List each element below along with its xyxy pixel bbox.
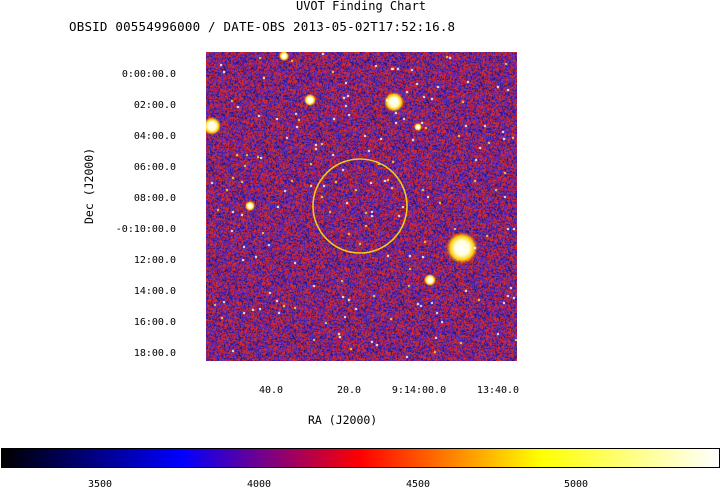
dec-tick: 02:00.0 xyxy=(133,100,176,111)
dec-tick: 16:00.0 xyxy=(133,317,176,328)
colorbar xyxy=(1,448,720,468)
ra-tick: 13:40.0 xyxy=(476,385,520,396)
colorbar-tick: 5000 xyxy=(563,479,589,490)
dec-tick: 08:00.0 xyxy=(133,193,176,204)
ra-tick: 20.0 xyxy=(336,385,362,396)
ra-tick: 9:14:00.0 xyxy=(391,385,447,396)
dec-tick: -0:10:00.0 xyxy=(115,224,176,235)
colorbar-tick: 3500 xyxy=(87,479,113,490)
ra-axis-label: RA (J2000) xyxy=(308,413,378,427)
dec-tick: 0:00:00.0 xyxy=(121,69,176,80)
dec-axis-label: Dec (J2000) xyxy=(82,147,96,224)
sky-image[interactable] xyxy=(206,52,517,361)
dec-tick: 04:00.0 xyxy=(133,131,176,142)
ra-tick: 40.0 xyxy=(258,385,284,396)
target-region-circle xyxy=(312,158,408,254)
chart-title: UVOT Finding Chart xyxy=(295,0,427,13)
overlay-layer xyxy=(312,158,408,254)
dec-tick: 06:00.0 xyxy=(133,162,176,173)
colorbar-tick: 4500 xyxy=(405,479,431,490)
dec-tick: 14:00.0 xyxy=(133,286,176,297)
dec-tick: 18:00.0 xyxy=(133,348,176,359)
colorbar-tick: 4000 xyxy=(246,479,272,490)
sky-image-panel[interactable] xyxy=(206,52,517,361)
dec-tick: 12:00.0 xyxy=(133,255,176,266)
observation-subtitle: OBSID 00554996000 / DATE-OBS 2013-05-02T… xyxy=(69,19,456,34)
